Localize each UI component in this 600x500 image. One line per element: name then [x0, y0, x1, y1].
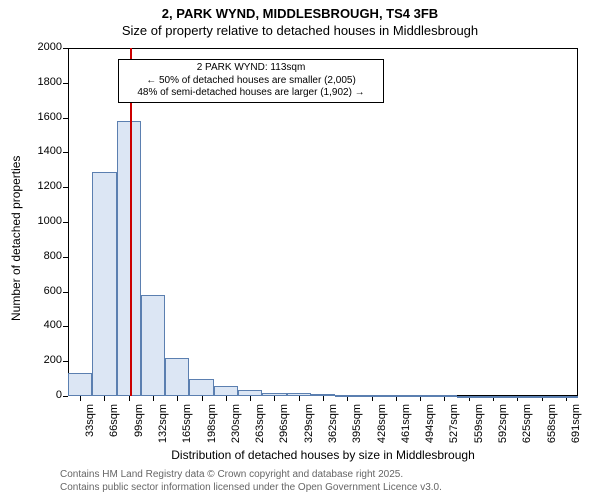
y-tick-mark — [63, 118, 68, 119]
x-tick-mark — [129, 396, 130, 401]
x-axis-label: Distribution of detached houses by size … — [68, 448, 578, 462]
x-tick-label: 230sqm — [230, 404, 242, 448]
y-tick-label: 2000 — [28, 41, 62, 53]
histogram-bar — [68, 373, 92, 396]
annotation-box: 2 PARK WYND: 113sqm ← 50% of detached ho… — [118, 59, 384, 103]
histogram-bar — [432, 395, 456, 397]
histogram-bar — [505, 396, 529, 398]
y-tick-mark — [63, 361, 68, 362]
histogram-bar — [165, 358, 189, 396]
histogram-bar — [311, 394, 335, 396]
y-tick-mark — [63, 187, 68, 188]
histogram-bar — [481, 396, 505, 398]
x-tick-label: 527sqm — [448, 404, 460, 448]
y-tick-mark — [63, 257, 68, 258]
x-tick-label: 263sqm — [254, 404, 266, 448]
histogram-bar — [359, 395, 383, 397]
y-tick-label: 200 — [28, 354, 62, 366]
histogram-bar — [384, 395, 408, 397]
y-tick-mark — [63, 83, 68, 84]
y-tick-label: 400 — [28, 319, 62, 331]
histogram-bar — [529, 396, 553, 398]
histogram-bar — [335, 395, 359, 397]
histogram-bar — [238, 390, 262, 396]
footer-line1: Contains HM Land Registry data © Crown c… — [60, 468, 442, 481]
y-tick-label: 0 — [28, 389, 62, 401]
y-tick-mark — [63, 326, 68, 327]
histogram-bar — [408, 395, 432, 397]
y-tick-mark — [63, 396, 68, 397]
histogram-bar — [92, 172, 116, 396]
y-tick-label: 800 — [28, 250, 62, 262]
attribution-footer: Contains HM Land Registry data © Crown c… — [60, 468, 442, 494]
y-tick-mark — [63, 222, 68, 223]
y-tick-mark — [63, 48, 68, 49]
y-tick-label: 1200 — [28, 180, 62, 192]
histogram-bar — [287, 393, 311, 396]
x-tick-mark — [80, 396, 81, 401]
annotation-line1: 2 PARK WYND: 113sqm — [123, 62, 379, 75]
footer-line2: Contains public sector information licen… — [60, 481, 442, 494]
y-tick-label: 600 — [28, 285, 62, 297]
x-tick-mark — [250, 396, 251, 401]
histogram-bar — [262, 393, 286, 396]
histogram-bar — [214, 386, 238, 396]
annotation-line3: 48% of semi-detached houses are larger (… — [123, 87, 379, 100]
y-tick-label: 1600 — [28, 111, 62, 123]
x-tick-mark — [274, 396, 275, 401]
histogram-bar — [457, 396, 481, 398]
y-tick-mark — [63, 292, 68, 293]
histogram-bar — [117, 121, 141, 396]
x-tick-label: 329sqm — [303, 404, 315, 448]
x-tick-label: 296sqm — [278, 404, 290, 448]
x-tick-mark — [299, 396, 300, 401]
x-tick-mark — [347, 396, 348, 401]
x-tick-label: 198sqm — [206, 404, 218, 448]
x-tick-mark — [104, 396, 105, 401]
x-tick-label: 461sqm — [400, 404, 412, 448]
x-tick-mark — [153, 396, 154, 401]
x-tick-label: 66sqm — [108, 404, 120, 448]
x-tick-label: 691sqm — [570, 404, 582, 448]
x-tick-label: 132sqm — [157, 404, 169, 448]
chart-title-subtitle: Size of property relative to detached ho… — [0, 21, 600, 38]
x-tick-mark — [202, 396, 203, 401]
x-tick-mark — [323, 396, 324, 401]
y-tick-mark — [63, 152, 68, 153]
x-tick-label: 33sqm — [84, 404, 96, 448]
x-tick-label: 428sqm — [376, 404, 388, 448]
x-tick-mark — [226, 396, 227, 401]
annotation-line2: ← 50% of detached houses are smaller (2,… — [123, 75, 379, 88]
chart-title-address: 2, PARK WYND, MIDDLESBROUGH, TS4 3FB — [0, 0, 600, 21]
x-tick-label: 362sqm — [327, 404, 339, 448]
histogram-bar — [141, 295, 165, 396]
x-tick-label: 99sqm — [133, 404, 145, 448]
chart-container: 2, PARK WYND, MIDDLESBROUGH, TS4 3FB Siz… — [0, 0, 600, 500]
x-tick-label: 625sqm — [521, 404, 533, 448]
y-tick-label: 1800 — [28, 76, 62, 88]
x-tick-label: 592sqm — [497, 404, 509, 448]
x-tick-label: 165sqm — [181, 404, 193, 448]
x-tick-label: 395sqm — [351, 404, 363, 448]
x-tick-label: 559sqm — [473, 404, 485, 448]
y-tick-label: 1400 — [28, 145, 62, 157]
y-axis-label: Number of detached properties — [9, 121, 23, 321]
x-tick-label: 494sqm — [424, 404, 436, 448]
x-tick-label: 658sqm — [546, 404, 558, 448]
histogram-bar — [554, 396, 578, 398]
histogram-bar — [189, 379, 213, 396]
y-tick-label: 1000 — [28, 215, 62, 227]
x-tick-mark — [177, 396, 178, 401]
